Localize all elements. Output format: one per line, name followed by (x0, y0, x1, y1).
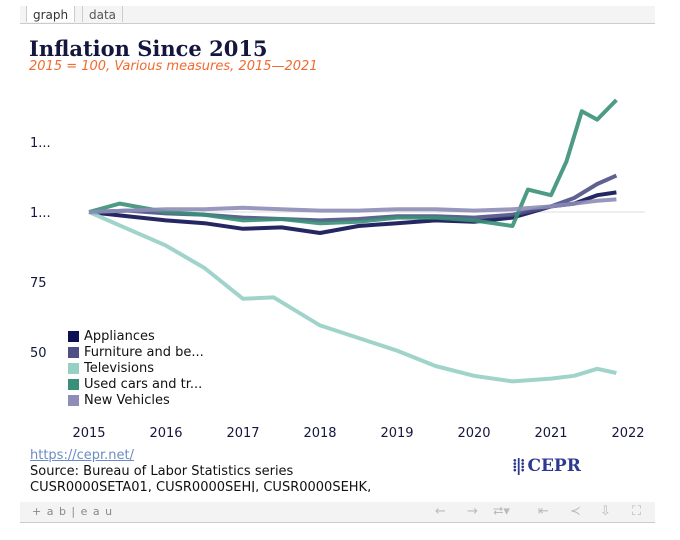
x-tick-label: 2019 (380, 426, 413, 441)
series-line-used-cars-and-trucks (88, 98, 618, 228)
tableau-logo[interactable]: + a b | e a u (32, 505, 114, 518)
download-icon[interactable]: ⇩ (600, 504, 611, 519)
legend-label: New Vehicles (84, 392, 170, 408)
source-line-1: Source: Bureau of Labor Statistics serie… (30, 464, 294, 479)
legend-item[interactable]: Televisions (68, 360, 204, 376)
series-line-new-vehicles (88, 197, 617, 214)
legend-label: Used cars and tr... (84, 376, 203, 392)
y-tick-label: 1... (30, 136, 51, 151)
tableau-toolbar: + a b | e a u ← → ⮂▾ ⇤ ≺ ⇩ ⛶ (20, 502, 655, 523)
y-tick-label: 50 (30, 346, 47, 361)
chart-subtitle: 2015 = 100, Various measures, 2015—2021 (29, 59, 318, 74)
legend-swatch (68, 362, 79, 374)
legend-swatch (68, 394, 79, 406)
series-line-televisions (88, 210, 617, 384)
x-tick-label: 2022 (611, 426, 644, 441)
chart-title: Inflation Since 2015 (29, 36, 268, 61)
back-icon[interactable]: ← (435, 504, 446, 519)
forward-icon[interactable]: → (467, 504, 478, 519)
y-tick-label: 75 (30, 276, 47, 291)
legend-swatch (68, 330, 79, 342)
x-tick-label: 2021 (534, 426, 567, 441)
source-line-2: CUSR0000SETA01, CUSR0000SEHJ, CUSR0000SE… (30, 480, 372, 492)
cepr-link[interactable]: https://cepr.net/ (30, 448, 134, 463)
legend-item[interactable]: Appliances (68, 328, 204, 344)
legend-swatch (68, 346, 79, 358)
x-tick-label: 2015 (72, 426, 105, 441)
legend-item[interactable]: New Vehicles (68, 392, 204, 408)
y-tick-label: 1... (30, 206, 51, 221)
view-tabs: graph data (20, 6, 655, 24)
share-icon[interactable]: ≺ (570, 504, 581, 519)
cepr-logo: ⁞|⁞ CEPR (512, 456, 581, 476)
legend: Appliances Furniture and be... Televisions… (68, 328, 204, 408)
tab-data[interactable]: data (82, 6, 124, 22)
legend-label: Appliances (84, 328, 155, 344)
fullscreen-icon[interactable]: ⛶ (632, 504, 642, 519)
source-note: Source: Bureau of Labor Statistics serie… (30, 464, 430, 492)
legend-label: Furniture and be... (84, 344, 204, 360)
x-tick-label: 2016 (149, 426, 182, 441)
redo-icon[interactable]: ⮂▾ (493, 504, 510, 519)
x-tick-label: 2018 (303, 426, 336, 441)
legend-item[interactable]: Furniture and be... (68, 344, 204, 360)
legend-item[interactable]: Used cars and tr... (68, 376, 204, 392)
x-tick-label: 2017 (226, 426, 259, 441)
legend-swatch (68, 378, 79, 390)
legend-label: Televisions (84, 360, 154, 376)
x-tick-label: 2020 (457, 426, 490, 441)
revert-icon[interactable]: ⇤ (538, 504, 549, 519)
tab-graph[interactable]: graph (26, 6, 76, 22)
